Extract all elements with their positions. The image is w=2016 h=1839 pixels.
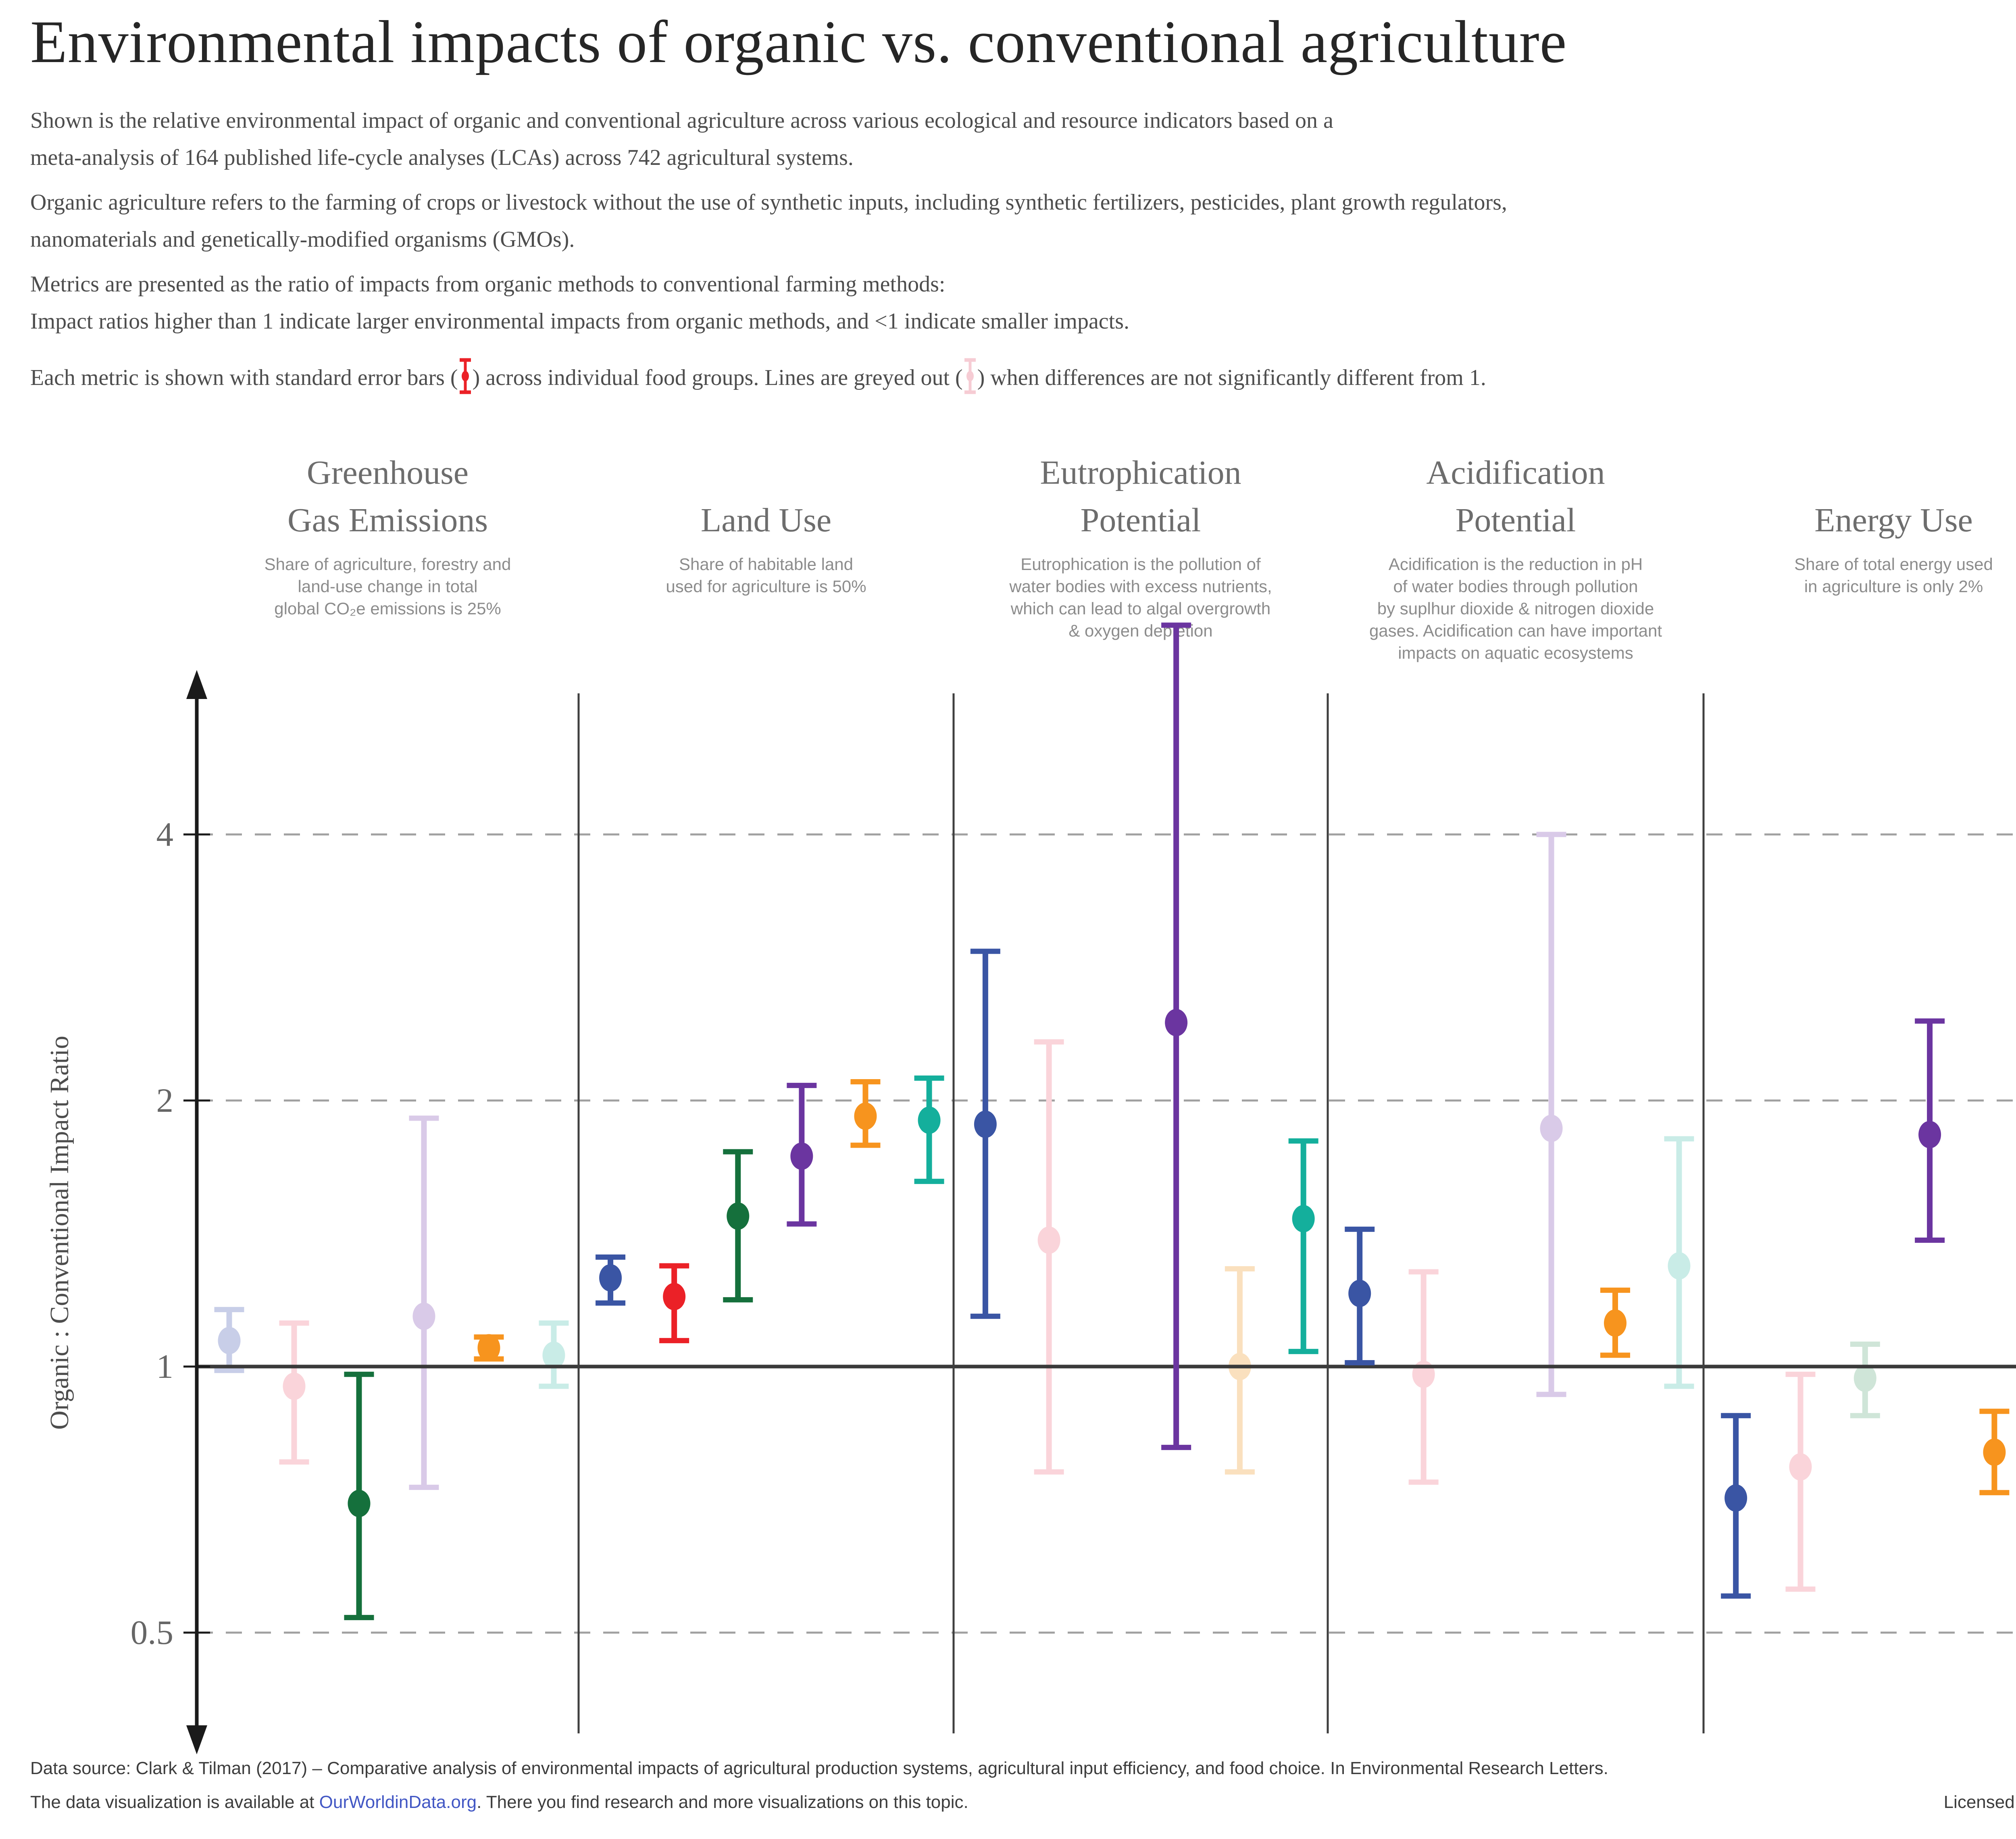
subtitle-line: meta-analysis of 164 published life-cycl… xyxy=(30,145,854,170)
column-description-line: Share of total energy used xyxy=(1794,555,1993,574)
footer-viz-text-post: . There you find research and more visua… xyxy=(477,1792,968,1812)
errorbar-dairy-and-eggs xyxy=(850,1079,881,1148)
errorbar-cereals xyxy=(970,949,1000,1319)
errorbar-cereals xyxy=(214,1307,244,1373)
footer-license: Licensed under CC-BY-SA by the authors H… xyxy=(1944,1792,2016,1812)
errorbar-cereals xyxy=(1721,1413,1751,1599)
column-description-line: used for agriculture is 50% xyxy=(666,577,866,596)
errorbar-meats xyxy=(1288,1138,1318,1354)
y-axis xyxy=(183,670,210,1754)
footer-viz-text: The data visualization is available at xyxy=(30,1792,319,1812)
errorbar-dairy-and-eggs xyxy=(1979,1408,2010,1496)
column-title-line: Greenhouse xyxy=(306,454,469,491)
column-title-greenhouse-gas-emissions: Greenhouse Gas Emissions xyxy=(198,443,577,544)
y-tick-label-4: 4 xyxy=(156,815,174,853)
subtitle-line: Shown is the relative environmental impa… xyxy=(30,108,1333,133)
y-tick-label-0.5: 0.5 xyxy=(130,1614,173,1652)
column-description-acidification-potential: Acidification is the reduction in pH of w… xyxy=(1330,553,1701,664)
footer-license-text: Licensed under xyxy=(1943,1792,2016,1812)
error-bar-solid-icon xyxy=(458,357,473,395)
column-description-line: Share of habitable land xyxy=(679,555,853,574)
column-description-line: Eutrophication is the pollution of xyxy=(1020,555,1261,574)
column-description-line: which can lead to algal overgrowth xyxy=(1010,599,1271,618)
column-title-line: Gas Emissions xyxy=(287,501,488,539)
page-title: Environmental impacts of organic vs. con… xyxy=(30,8,1567,75)
subtitle-line: Impact ratios higher than 1 indicate lar… xyxy=(30,309,1130,334)
errorbar-vegetables xyxy=(1536,832,1566,1397)
column-title-line: Land Use xyxy=(700,501,832,539)
errorbar-fruits xyxy=(344,1371,374,1621)
column-description-line: impacts on aquatic ecosystems xyxy=(1398,643,1633,662)
owid-link[interactable]: OurWorldinData.org xyxy=(319,1792,477,1812)
note-text-pre: Each metric is shown with standard error… xyxy=(30,365,458,390)
errorbar-vegetables xyxy=(1161,622,1191,1450)
column-description-line: gases. Acidification can have important xyxy=(1369,621,1662,640)
column-title-line: Potential xyxy=(1455,501,1576,539)
error-bar-note: Each metric is shown with standard error… xyxy=(30,357,1486,395)
errorbar-dairy-and-eggs xyxy=(474,1334,504,1362)
errorbar-vegetables xyxy=(409,1115,439,1490)
errorbar-meats xyxy=(539,1320,569,1389)
subtitle-line: Metrics are presented as the ratio of im… xyxy=(30,272,946,297)
column-title-acidification-potential: Acidification Potential xyxy=(1326,443,1705,544)
column-description-line: water bodies with excess nutrients, xyxy=(1009,577,1272,596)
column-description-line: by suplhur dioxide & nitrogen dioxide xyxy=(1377,599,1654,618)
errorbar-dairy-and-eggs xyxy=(1225,1266,1255,1475)
errorbar-fruits xyxy=(1850,1342,1880,1419)
column-description-line: Acidification is the reduction in pH xyxy=(1388,555,1643,574)
error-bar-greyed-icon xyxy=(963,357,977,395)
column-description-land-use: Share of habitable land used for agricult… xyxy=(581,553,952,597)
column-description-line: Share of agriculture, forestry and xyxy=(264,555,511,574)
y-tick-label-1: 1 xyxy=(156,1348,174,1385)
subtitle-line: nanomaterials and genetically-modified o… xyxy=(30,227,575,252)
errorbar-pulses-and-oil-crops xyxy=(279,1320,309,1465)
column-title-line: Potential xyxy=(1080,501,1201,539)
errorbar-pulses-and-oil-crops xyxy=(659,1263,689,1344)
column-description-energy-use: Share of total energy used in agriculture… xyxy=(1708,553,2016,597)
column-description-line: in agriculture is only 2% xyxy=(1804,577,1983,596)
errorbar-pulses-and-oil-crops xyxy=(1785,1371,1816,1592)
errorbar-meats xyxy=(1664,1136,1694,1389)
column-title-land-use: Land Use xyxy=(577,443,956,544)
footer-visualization: The data visualization is available at O… xyxy=(30,1792,968,1812)
errorbar-dairy-and-eggs xyxy=(1600,1288,1630,1358)
column-description-eutrophication-potential: Eutrophication is the pollution of water … xyxy=(955,553,1326,642)
errorbar-cereals xyxy=(1345,1226,1375,1366)
errorbar-vegetables xyxy=(787,1083,817,1227)
errorbar-fruits xyxy=(723,1149,753,1302)
subtitle-line: Organic agriculture refers to the farmin… xyxy=(30,190,1507,215)
column-title-line: Acidification xyxy=(1426,454,1605,491)
column-description-line: land-use change in total xyxy=(298,577,478,596)
errorbar-vegetables xyxy=(1915,1018,1945,1243)
column-title-line: Energy Use xyxy=(1814,501,1973,539)
column-description-line: of water bodies through pollution xyxy=(1393,577,1638,596)
footer-source: Data source: Clark & Tilman (2017) – Com… xyxy=(30,1758,1608,1778)
errorbar-cereals xyxy=(596,1254,626,1306)
column-title-eutrophication-potential: Eutrophication Potential xyxy=(951,443,1330,544)
errorbar-meats xyxy=(914,1076,944,1184)
note-text-post: ) when differences are not significantly… xyxy=(977,365,1486,390)
errorbar-pulses-and-oil-crops xyxy=(1408,1269,1439,1485)
y-tick-label-2: 2 xyxy=(156,1082,174,1119)
note-text-mid: ) across individual food groups. Lines a… xyxy=(472,365,963,390)
errorbar-pulses-and-oil-crops xyxy=(1034,1039,1064,1475)
column-title-line: Eutrophication xyxy=(1040,454,1241,491)
column-title-energy-use: Energy Use xyxy=(1704,443,2016,544)
column-description-greenhouse-gas-emissions: Share of agriculture, forestry and land-u… xyxy=(202,553,573,620)
column-description-line: global CO₂e emissions is 25% xyxy=(274,599,501,618)
